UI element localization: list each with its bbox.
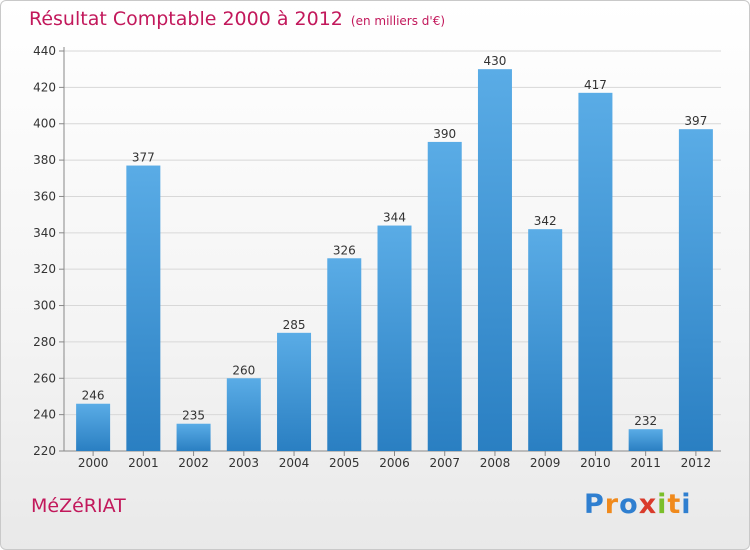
bars bbox=[76, 69, 713, 452]
labels: 246 377 235 260 285 326 344 390 430 342 417 232 397 bbox=[82, 54, 708, 428]
y-tick-label: 340 bbox=[33, 226, 56, 240]
bar-2000 bbox=[76, 403, 111, 451]
bar-2008 bbox=[477, 69, 512, 451]
bar-2003 bbox=[226, 378, 261, 451]
bar-2012 bbox=[678, 129, 713, 451]
bar-2006 bbox=[377, 225, 412, 451]
logo-letter: i bbox=[657, 489, 668, 520]
y-tick-label: 400 bbox=[33, 117, 56, 131]
x-tick-label-2010: 2010 bbox=[580, 456, 611, 470]
chart-title: Résultat Comptable 2000 à 2012 (en millie… bbox=[29, 8, 446, 30]
data-label-2003: 260 bbox=[232, 363, 255, 377]
x-tick-label-2000: 2000 bbox=[78, 456, 109, 470]
data-label-2007: 390 bbox=[433, 127, 456, 141]
x-tick-label-2001: 2001 bbox=[128, 456, 159, 470]
x-tick-label-2003: 2003 bbox=[229, 456, 260, 470]
y-tick-label: 320 bbox=[33, 262, 56, 276]
y-tick-label: 240 bbox=[33, 408, 56, 422]
logo-letter: i bbox=[681, 489, 692, 520]
data-label-2002: 235 bbox=[182, 409, 205, 423]
x-tick-label-2002: 2002 bbox=[178, 456, 209, 470]
y-tick-label: 440 bbox=[33, 44, 56, 58]
chart-subtitle: (en milliers d'€) bbox=[350, 14, 446, 28]
x-tick-label-2012: 2012 bbox=[681, 456, 712, 470]
y-tick-label: 220 bbox=[33, 444, 56, 458]
bar-2004 bbox=[277, 332, 312, 451]
commune-name: MéZéRIAT bbox=[31, 495, 126, 517]
data-label-2006: 344 bbox=[383, 211, 406, 225]
data-label-2010: 417 bbox=[584, 78, 607, 92]
y-tick-label: 360 bbox=[33, 189, 56, 203]
y-tick-label: 420 bbox=[33, 80, 56, 94]
logo-letter: x bbox=[638, 489, 658, 520]
data-label-2008: 430 bbox=[484, 54, 507, 68]
y-tick-label: 300 bbox=[33, 299, 56, 313]
x-tick-label-2009: 2009 bbox=[530, 456, 561, 470]
x-tick-label-2008: 2008 bbox=[480, 456, 511, 470]
bar-2009 bbox=[528, 229, 563, 451]
data-label-2004: 285 bbox=[283, 318, 306, 332]
y-tick-label: 380 bbox=[33, 153, 56, 167]
x-tick-label-2011: 2011 bbox=[630, 456, 661, 470]
data-label-2011: 232 bbox=[634, 414, 657, 428]
bar-2005 bbox=[327, 258, 362, 451]
bar-2007 bbox=[427, 141, 462, 451]
axes: 220 240 260 280 300 320 340 360 380 400 420 440 2000… bbox=[33, 44, 721, 470]
data-label-2001: 377 bbox=[132, 151, 155, 165]
y-tick-label: 260 bbox=[33, 371, 56, 385]
data-label-2009: 342 bbox=[534, 214, 557, 228]
x-tick-label-2005: 2005 bbox=[329, 456, 360, 470]
logo-letter: t bbox=[667, 489, 682, 520]
logo-letter: P bbox=[584, 489, 605, 520]
data-label-2005: 326 bbox=[333, 243, 356, 257]
logo-letter: o bbox=[619, 489, 639, 520]
x-tick-label-2007: 2007 bbox=[429, 456, 460, 470]
bar-2001 bbox=[126, 165, 161, 451]
proxiti-logo[interactable]: Proxiti bbox=[584, 489, 692, 520]
bar-2011 bbox=[628, 429, 663, 451]
x-tick-label-2006: 2006 bbox=[379, 456, 410, 470]
bar-2010 bbox=[578, 92, 613, 452]
logo-letter: r bbox=[604, 489, 620, 520]
y-tick-label: 280 bbox=[33, 335, 56, 349]
data-label-2012: 397 bbox=[684, 114, 707, 128]
bar-2002 bbox=[176, 423, 211, 451]
x-tick-label-2004: 2004 bbox=[279, 456, 310, 470]
data-label-2000: 246 bbox=[82, 389, 105, 403]
